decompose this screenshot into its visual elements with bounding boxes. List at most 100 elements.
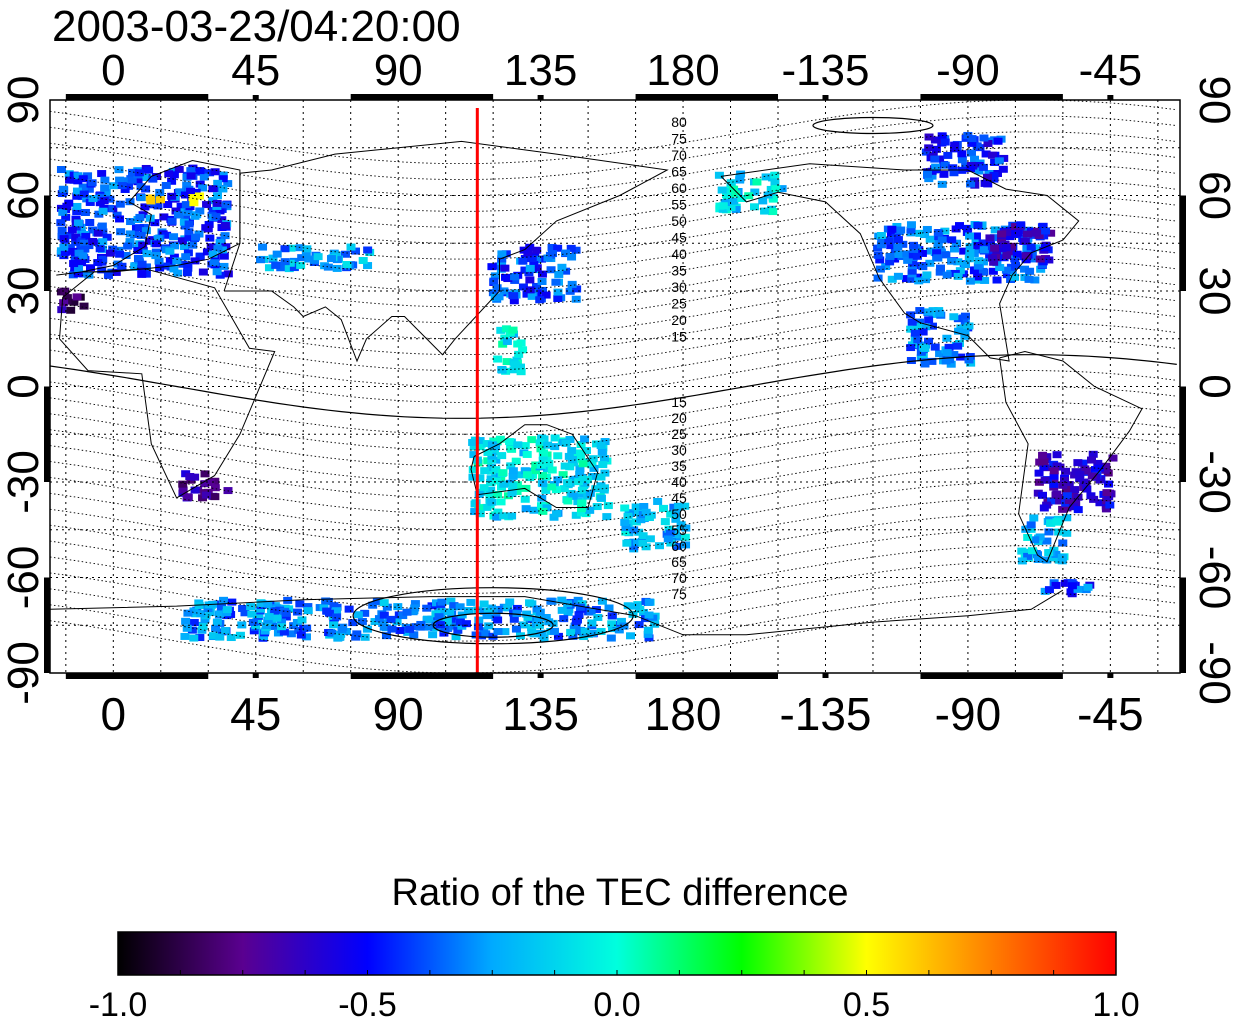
tec-cell (643, 626, 653, 634)
tec-cell (117, 182, 127, 190)
tec-cell (130, 263, 140, 271)
tec-cell (488, 632, 498, 640)
tec-cell (264, 264, 274, 272)
tec-cell (125, 238, 135, 246)
tec-cell (402, 608, 412, 616)
tec-cell (1021, 252, 1031, 260)
tec-cell (671, 509, 681, 517)
tec-cell (585, 489, 595, 497)
tec-cell (575, 465, 585, 473)
tec-cell (935, 264, 945, 272)
tec-cell (1031, 244, 1041, 252)
tec-cell (169, 233, 179, 241)
tec-cell (909, 245, 919, 253)
tec-cell (993, 137, 1003, 145)
tec-cell (524, 269, 534, 277)
tec-cell (181, 201, 191, 209)
tec-cell (482, 612, 492, 620)
tec-cell (210, 168, 220, 176)
tec-cell (915, 229, 925, 237)
tec-cell (79, 239, 89, 247)
tec-cell (125, 198, 135, 206)
tec-cell (565, 463, 575, 471)
tec-cell (455, 603, 465, 611)
tec-cell (484, 622, 494, 630)
tec-cell (534, 621, 544, 629)
tec-cell (1031, 229, 1041, 237)
tec-cell (1027, 547, 1037, 555)
tec-cell (487, 498, 497, 506)
tec-cell (200, 470, 210, 478)
x-tick-label-bottom: 45 (230, 688, 281, 740)
tec-cell (640, 615, 650, 623)
tec-cell (498, 512, 508, 520)
tec-cell (175, 188, 185, 196)
tec-cell (172, 257, 182, 265)
tec-cell (197, 626, 207, 634)
tec-cell (176, 202, 186, 210)
tec-cell (219, 262, 229, 270)
tec-cell (492, 513, 502, 521)
tec-cell (622, 539, 632, 547)
y-bar-left (44, 577, 50, 673)
tec-cell (953, 258, 963, 266)
tec-cell (301, 249, 311, 257)
tec-cell (141, 270, 151, 278)
tec-cell (177, 237, 187, 245)
tec-cell (206, 243, 216, 251)
tec-cell (1083, 583, 1093, 591)
y-tick-label-left: 60 (0, 171, 48, 220)
tec-cell (133, 178, 143, 186)
tec-cell (563, 497, 573, 505)
tec-cell (191, 188, 201, 196)
tec-cell (202, 248, 212, 256)
tec-cell (599, 454, 609, 462)
tec-cell (892, 222, 902, 230)
tec-cell (1062, 529, 1072, 537)
contour-label: 80 (671, 114, 687, 130)
x-bar-bottom (635, 673, 779, 679)
tec-cell (263, 616, 273, 624)
x-tick-label-top: 135 (504, 46, 577, 95)
tec-cell (516, 368, 526, 376)
tec-cell (572, 285, 582, 293)
tec-cell (167, 217, 177, 225)
tec-cell (921, 148, 931, 156)
tec-cell (381, 632, 391, 640)
tec-cell (368, 601, 378, 609)
tec-cell (953, 272, 963, 280)
tec-cell (950, 141, 960, 149)
tec-cell (1026, 525, 1036, 533)
tec-cell (957, 156, 967, 164)
tec-cell (199, 173, 209, 181)
colorbar-tick-label: 1.0 (1092, 986, 1139, 1024)
tec-cell (637, 539, 647, 547)
tec-cell (497, 255, 507, 263)
x-bar-bottom (920, 673, 1063, 679)
tec-cell (559, 615, 569, 623)
tec-cell (1051, 550, 1061, 558)
tec-cell (966, 180, 976, 188)
tec-cell (212, 268, 222, 276)
tec-cell (525, 243, 535, 251)
tec-cell (581, 447, 591, 455)
tec-cell (1039, 458, 1049, 466)
tec-cell (731, 205, 741, 213)
tec-cell (990, 226, 1000, 234)
tec-cell (223, 270, 233, 278)
tec-cell (563, 479, 573, 487)
tec-cell (490, 272, 500, 280)
tec-cell (270, 607, 280, 615)
geomagnetic-contour (50, 354, 1177, 419)
tec-cell (577, 509, 587, 517)
tec-cell (906, 311, 916, 319)
tec-cell (965, 243, 975, 251)
tec-cell (964, 356, 974, 364)
tec-cell (1040, 476, 1050, 484)
tec-cell (494, 293, 504, 301)
tec-cell (935, 268, 945, 276)
tec-cell (155, 264, 165, 272)
tec-cell (907, 275, 917, 283)
tec-cell (247, 610, 257, 618)
tec-cell (1101, 466, 1111, 474)
